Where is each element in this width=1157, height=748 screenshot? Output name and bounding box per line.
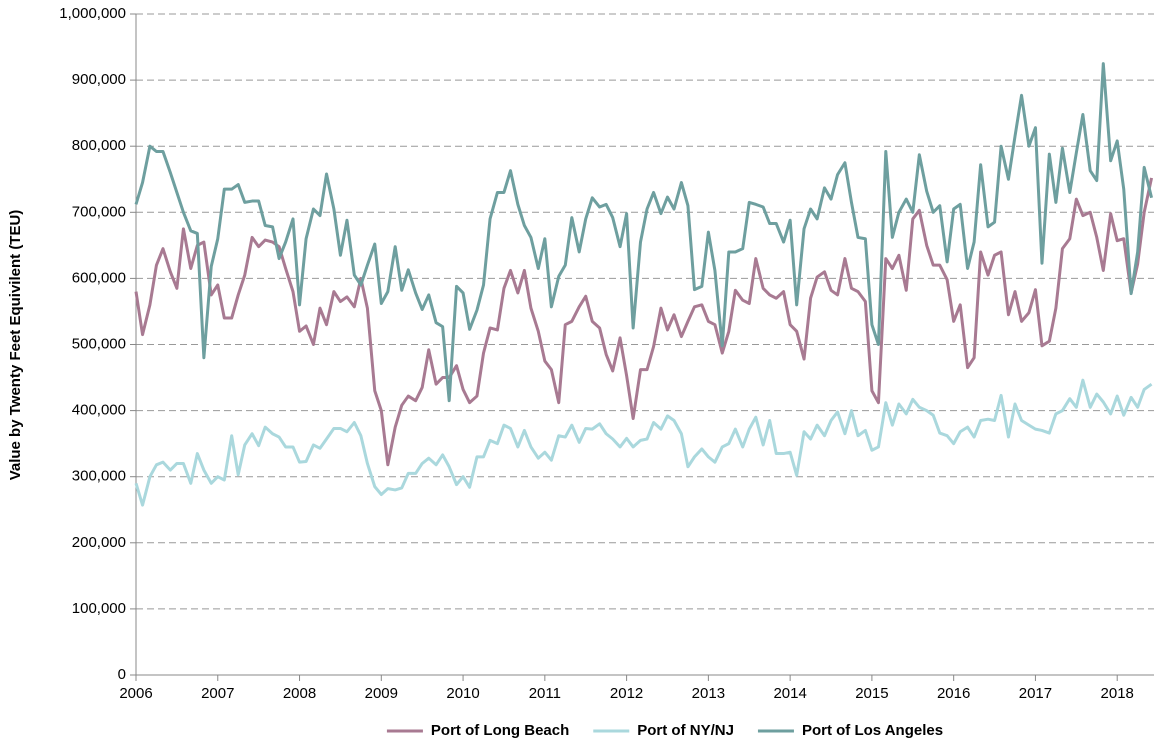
x-tick-label: 2015 — [855, 685, 888, 702]
y-tick-label: 300,000 — [72, 468, 126, 485]
series-line — [134, 378, 1153, 507]
legend-item: Port of NY/NJ — [593, 722, 734, 739]
y-tick-label: 800,000 — [72, 137, 126, 154]
legend-item: Port of Long Beach — [386, 722, 569, 739]
x-tick-label: 2010 — [446, 685, 479, 702]
legend-item: Port of Los Angeles — [757, 722, 943, 739]
y-tick-label: 900,000 — [72, 71, 126, 88]
y-axis-title: Value by Twenty Feet Equivilent (TEU) — [7, 210, 24, 481]
x-tick-label: 2008 — [283, 685, 316, 702]
y-tick-label: 700,000 — [72, 203, 126, 220]
legend-label: Port of Los Angeles — [802, 722, 943, 739]
x-tick-label: 2009 — [365, 685, 398, 702]
x-tick-label: 2011 — [529, 685, 561, 702]
y-tick-label: 600,000 — [72, 269, 126, 286]
legend-label: Port of NY/NJ — [637, 722, 734, 739]
x-tick-label: 2014 — [773, 685, 806, 702]
y-tick-label: 100,000 — [72, 600, 126, 617]
x-tick-label: 2013 — [692, 685, 725, 702]
y-tick-label: 500,000 — [72, 335, 126, 352]
series-line — [134, 62, 1154, 403]
legend-label: Port of Long Beach — [431, 722, 569, 739]
y-tick-label: 200,000 — [72, 534, 126, 551]
y-tick-label: 0 — [118, 666, 126, 683]
x-tick-label: 2006 — [119, 685, 152, 702]
x-tick-label: 2018 — [1101, 685, 1134, 702]
x-tick-label: 2012 — [610, 685, 643, 702]
series-line — [134, 177, 1154, 467]
x-tick-label: 2007 — [201, 685, 234, 702]
y-tick-label: 400,000 — [72, 402, 126, 419]
x-tick-label: 2016 — [937, 685, 970, 702]
y-tick-label: 1,000,000 — [59, 5, 126, 22]
x-tick-label: 2017 — [1019, 685, 1052, 702]
